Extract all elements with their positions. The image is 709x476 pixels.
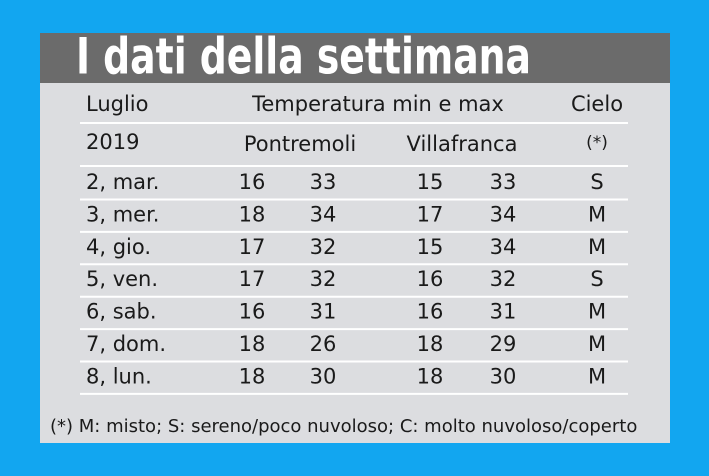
cell: M — [588, 235, 606, 259]
cell: 33 — [490, 170, 517, 194]
footnote: (*) M: misto; S: sereno/poco nuvoloso; C… — [50, 416, 637, 437]
title-bar — [40, 33, 670, 83]
cell: 15 — [417, 170, 444, 194]
cell: 32 — [490, 267, 517, 291]
cell: 34 — [310, 202, 337, 226]
cell: 17 — [239, 267, 266, 291]
cell: S — [590, 267, 603, 291]
cell: 17 — [417, 202, 444, 226]
column-header: Pontremoli — [244, 132, 356, 156]
row-label: 3, mer. — [86, 202, 159, 226]
panel — [40, 33, 670, 443]
cell: 16 — [239, 300, 266, 324]
cell: M — [588, 364, 606, 388]
row-label: 7, dom. — [86, 332, 166, 356]
cell: 15 — [417, 235, 444, 259]
cell: 17 — [239, 235, 266, 259]
column-header: Temperatura min e max — [251, 92, 504, 116]
cell: 33 — [310, 170, 337, 194]
cell: 18 — [417, 364, 444, 388]
column-header: Villafranca — [407, 132, 518, 156]
cell: 30 — [310, 364, 337, 388]
cell: 32 — [310, 267, 337, 291]
cell: 31 — [310, 300, 337, 324]
cell: 18 — [239, 332, 266, 356]
cell: 16 — [417, 300, 444, 324]
cell: M — [588, 202, 606, 226]
column-header: 2019 — [86, 130, 139, 154]
row-label: 4, gio. — [86, 235, 151, 259]
cell: 31 — [490, 300, 517, 324]
cell: 16 — [417, 267, 444, 291]
cell: M — [588, 300, 606, 324]
cell: 16 — [239, 170, 266, 194]
cell: 32 — [310, 235, 337, 259]
cell: S — [590, 170, 603, 194]
cell: 18 — [239, 202, 266, 226]
cell: 26 — [310, 332, 337, 356]
cell: 34 — [490, 235, 517, 259]
cell: 29 — [490, 332, 517, 356]
column-header: (*) — [586, 133, 608, 153]
row-label: 6, sab. — [86, 300, 157, 324]
cell: 30 — [490, 364, 517, 388]
column-header: Cielo — [571, 92, 623, 116]
row-label: 8, lun. — [86, 364, 152, 388]
column-header: Luglio — [86, 92, 149, 116]
row-label: 2, mar. — [86, 170, 159, 194]
title: I dati della settimana — [76, 28, 531, 86]
cell: 18 — [417, 332, 444, 356]
cell: 34 — [490, 202, 517, 226]
cell: M — [588, 332, 606, 356]
row-label: 5, ven. — [86, 267, 158, 291]
cell: 18 — [239, 364, 266, 388]
